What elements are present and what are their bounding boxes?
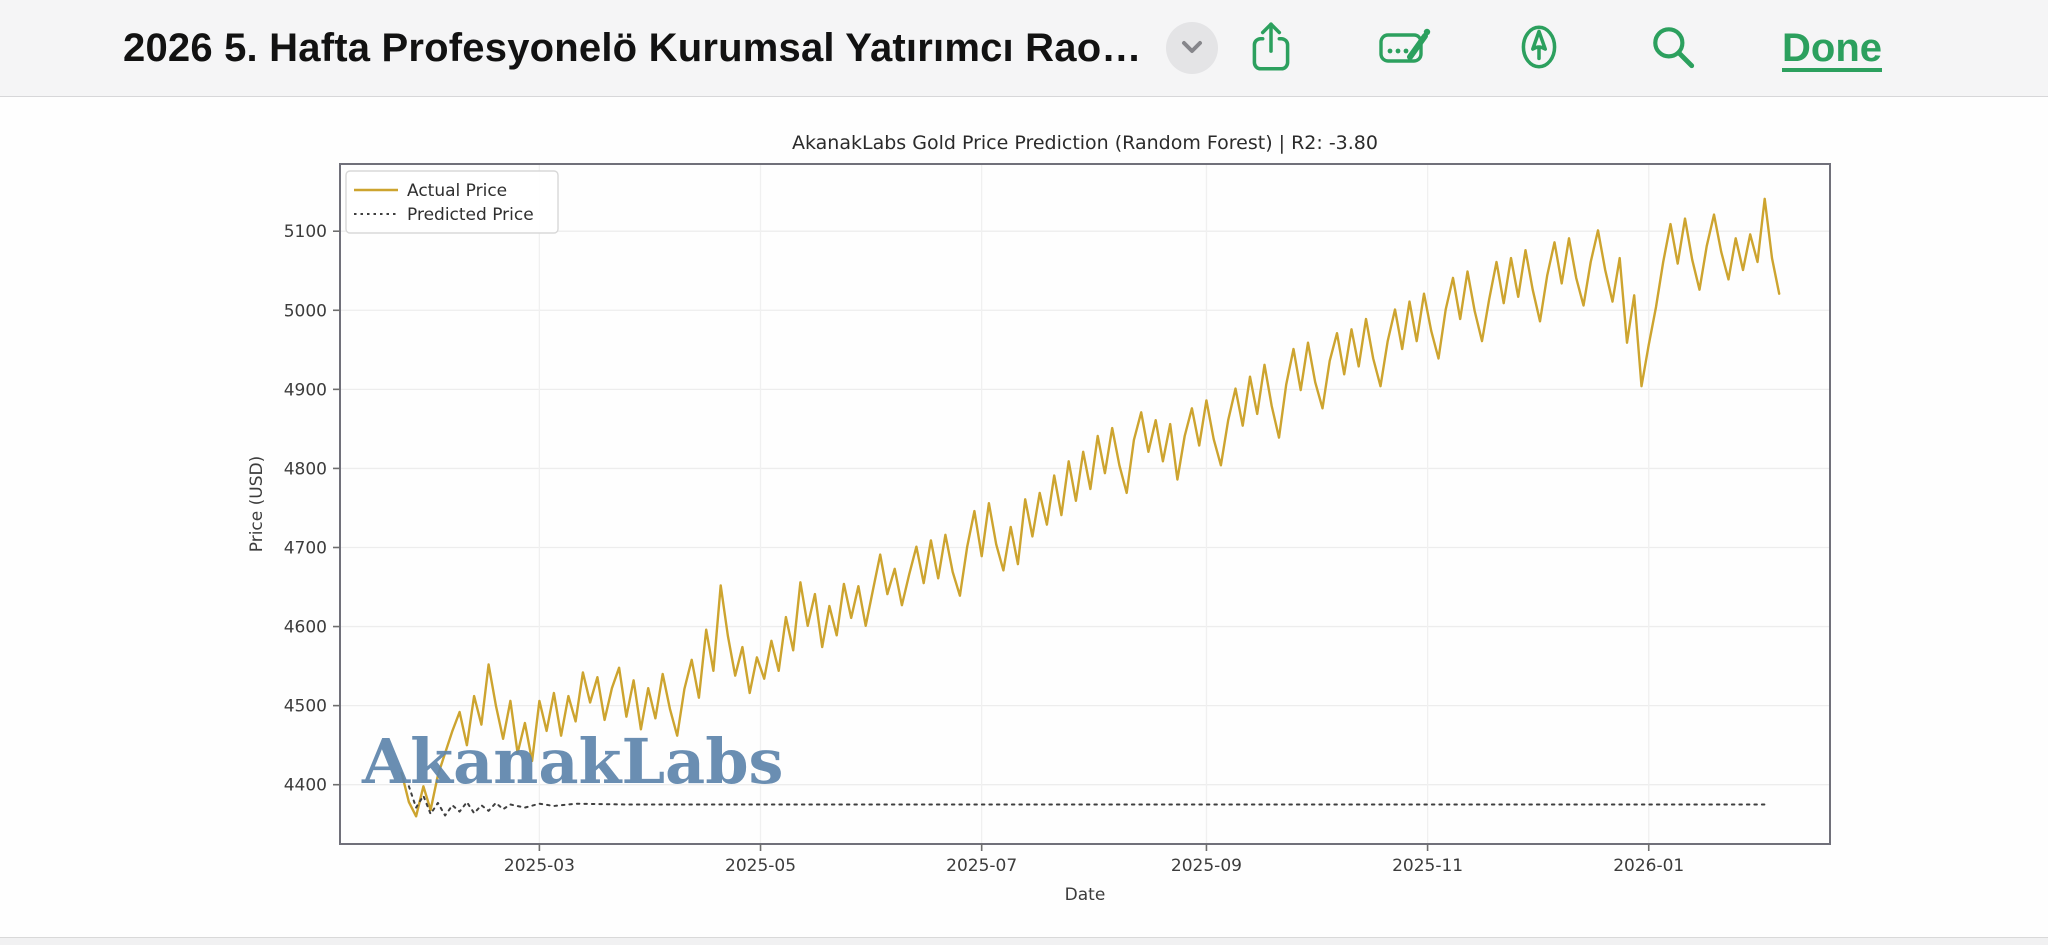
chart-watermark: AkanakLabs [361,725,783,798]
search-button[interactable] [1648,21,1698,75]
markup-pen-icon [1516,20,1562,77]
markup-button[interactable] [1514,21,1564,75]
x-tick-label: 2026-01 [1613,856,1684,876]
x-tick-label: 2025-07 [946,856,1017,876]
legend-label: Predicted Price [407,205,534,225]
chart-legend [345,170,559,234]
share-icon [1246,19,1296,78]
y-tick-label: 4500 [284,697,327,717]
toolbar-actions: Done [1246,0,1882,96]
search-icon [1648,22,1698,75]
y-tick-label: 5100 [284,222,327,242]
actual-price-line [400,197,1781,818]
document-preview[interactable]: AkanakLabs 4400 4500 4600 4700 4800 4900 5000 51… [0,97,2048,937]
x-tick-label: 2025-11 [1392,856,1463,876]
x-tick-label: 2025-03 [504,856,575,876]
chart-frame [339,163,1831,845]
x-tick-label: 2025-09 [1171,856,1242,876]
title-menu-button[interactable] [1165,22,1218,74]
autofill-signature-icon [1377,22,1433,75]
chart-image: AkanakLabs 4400 4500 4600 4700 4800 4900 5000 51… [247,132,1831,905]
autofill-button[interactable] [1377,21,1433,75]
share-button[interactable] [1246,21,1296,75]
title-group: 2026 5. Hafta Profesyonelö Kurumsal Yatı… [123,0,1218,96]
y-tick-label: 4400 [284,776,327,796]
y-tick-label: 4700 [284,538,327,558]
y-tick-label: 4600 [284,618,327,638]
y-tick-label: 4900 [284,380,327,400]
app-toolbar: 2026 5. Hafta Profesyonelö Kurumsal Yatı… [0,0,2048,97]
y-tick-label: 5000 [284,301,327,321]
chevron-down-icon [1177,32,1207,65]
legend-label: Actual Price [407,181,507,201]
y-tick-label: 4800 [284,459,327,479]
done-button[interactable]: Done [1782,25,1882,70]
x-tick-label: 2025-05 [725,856,796,876]
predicted-price-line [407,785,1766,817]
document-title: 2026 5. Hafta Profesyonelö Kurumsal Yatı… [123,25,1142,70]
x-axis-label: Date [1065,885,1106,905]
y-axis-label: Price (USD) [247,456,267,552]
chart-title: AkanakLabs Gold Price Prediction (Random… [792,132,1378,154]
footer-bar [0,937,2048,945]
